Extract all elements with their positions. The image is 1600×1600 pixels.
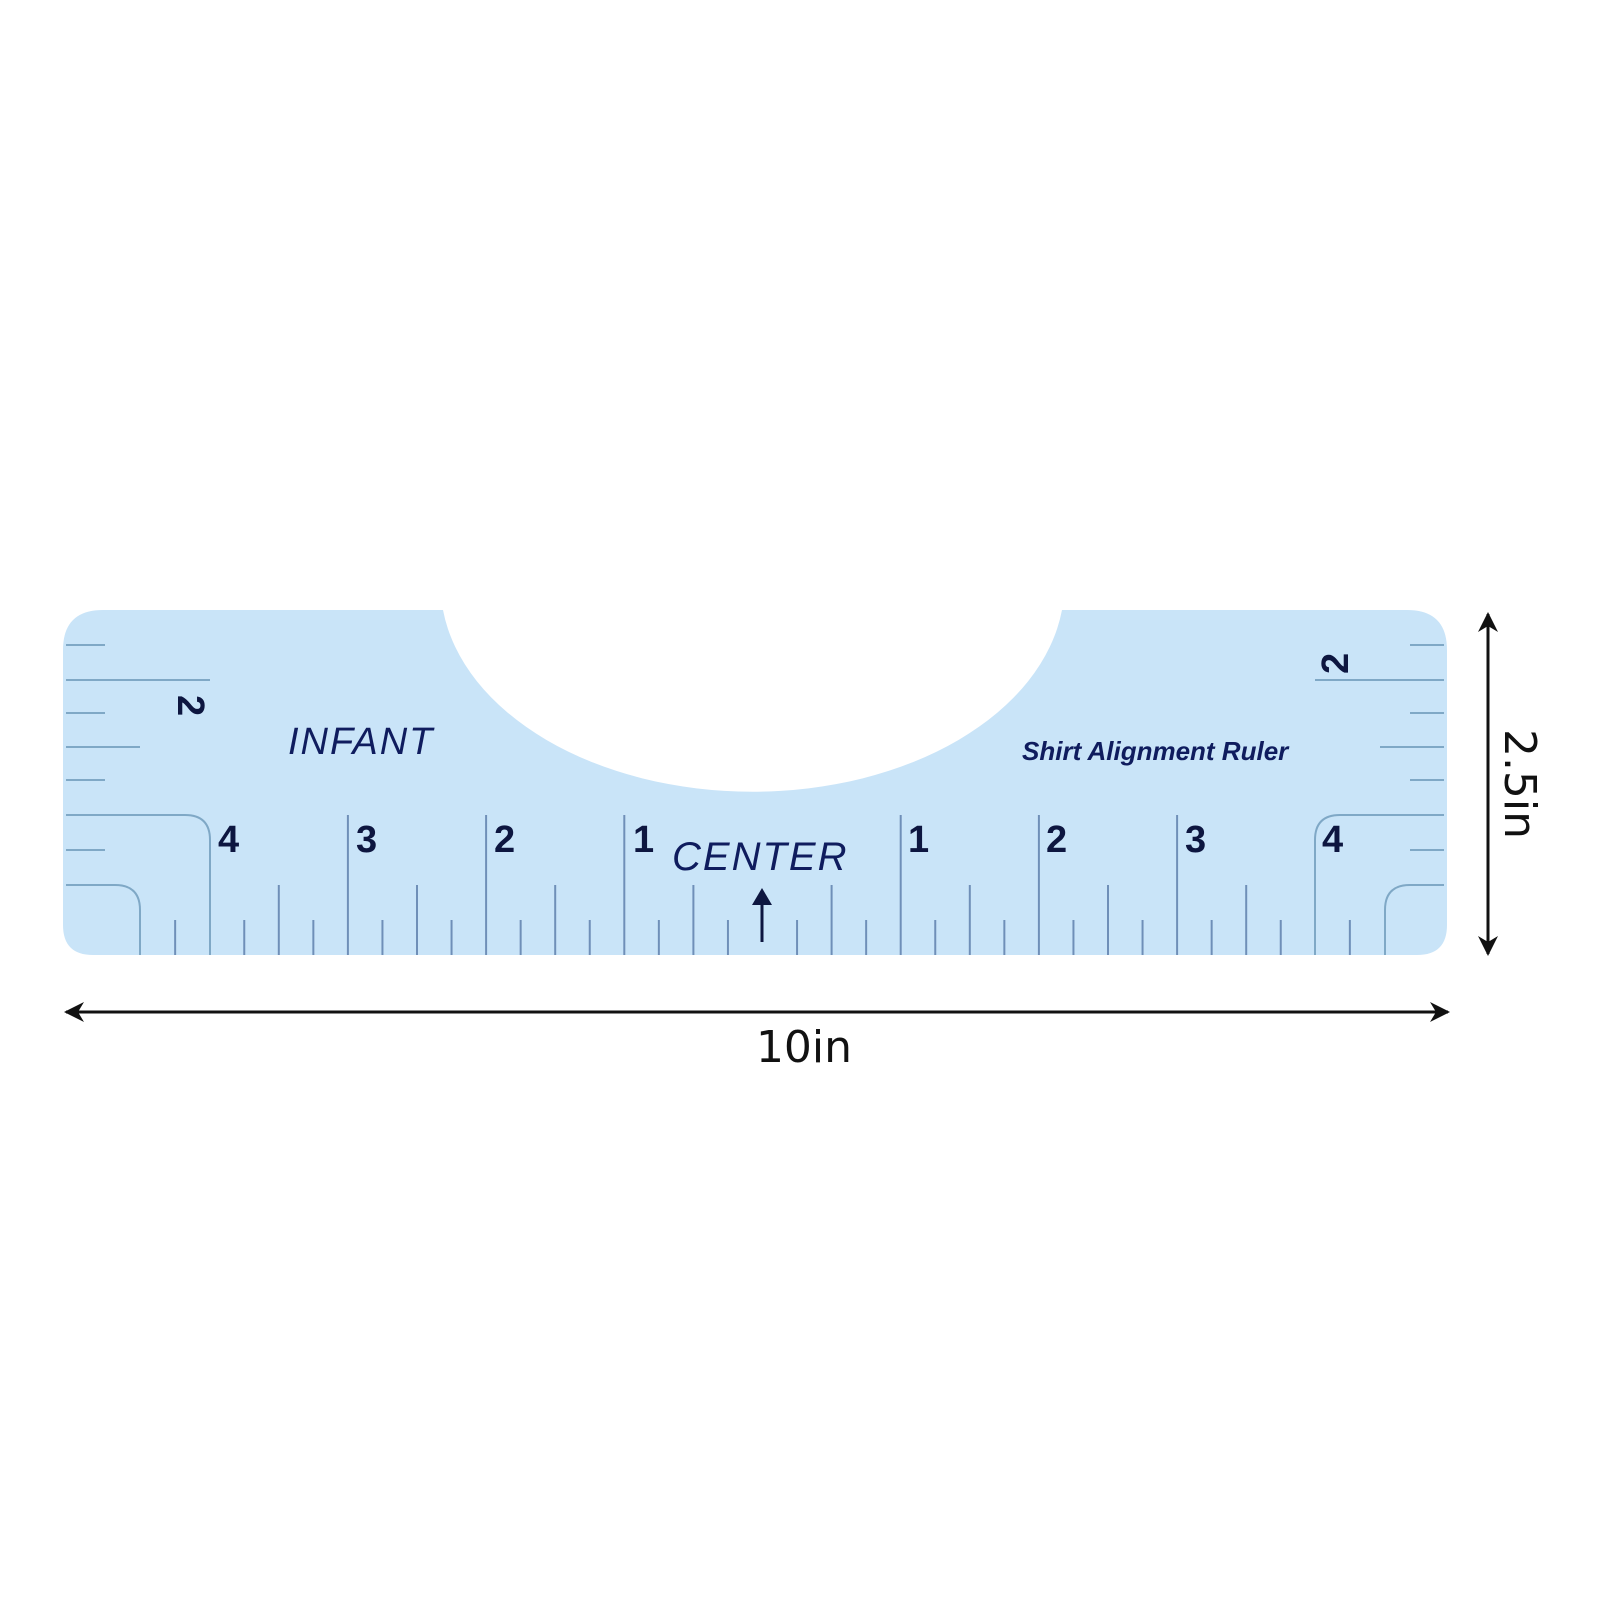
vertical-label-left: 2 [169,695,211,716]
vertical-label-right: 2 [1315,653,1357,674]
height-label: 2.5in [1494,729,1545,839]
width-label: 10in [756,1022,852,1073]
label-left-1: 1 [633,819,654,861]
ruler-title: INFANT [288,721,435,763]
ruler-body [63,610,1447,955]
label-right-4: 4 [1322,819,1343,861]
label-left-3: 3 [356,819,377,861]
label-right-1: 1 [908,819,929,861]
label-right-2: 2 [1046,819,1067,861]
corner-guide-left-outer [66,814,211,955]
label-right-3: 3 [1185,819,1206,861]
label-left-4: 4 [218,819,239,861]
corner-guide-right-outer [1314,814,1444,955]
label-left-2: 2 [494,819,515,861]
center-arrow-icon [752,888,772,942]
ruler-subtitle: Shirt Alignment Ruler [1022,736,1290,766]
corner-guide-right-inner [1384,884,1444,955]
corner-guide-left-inner [66,884,141,955]
ruler-ticks [66,644,1444,955]
center-label: CENTER [672,835,848,879]
